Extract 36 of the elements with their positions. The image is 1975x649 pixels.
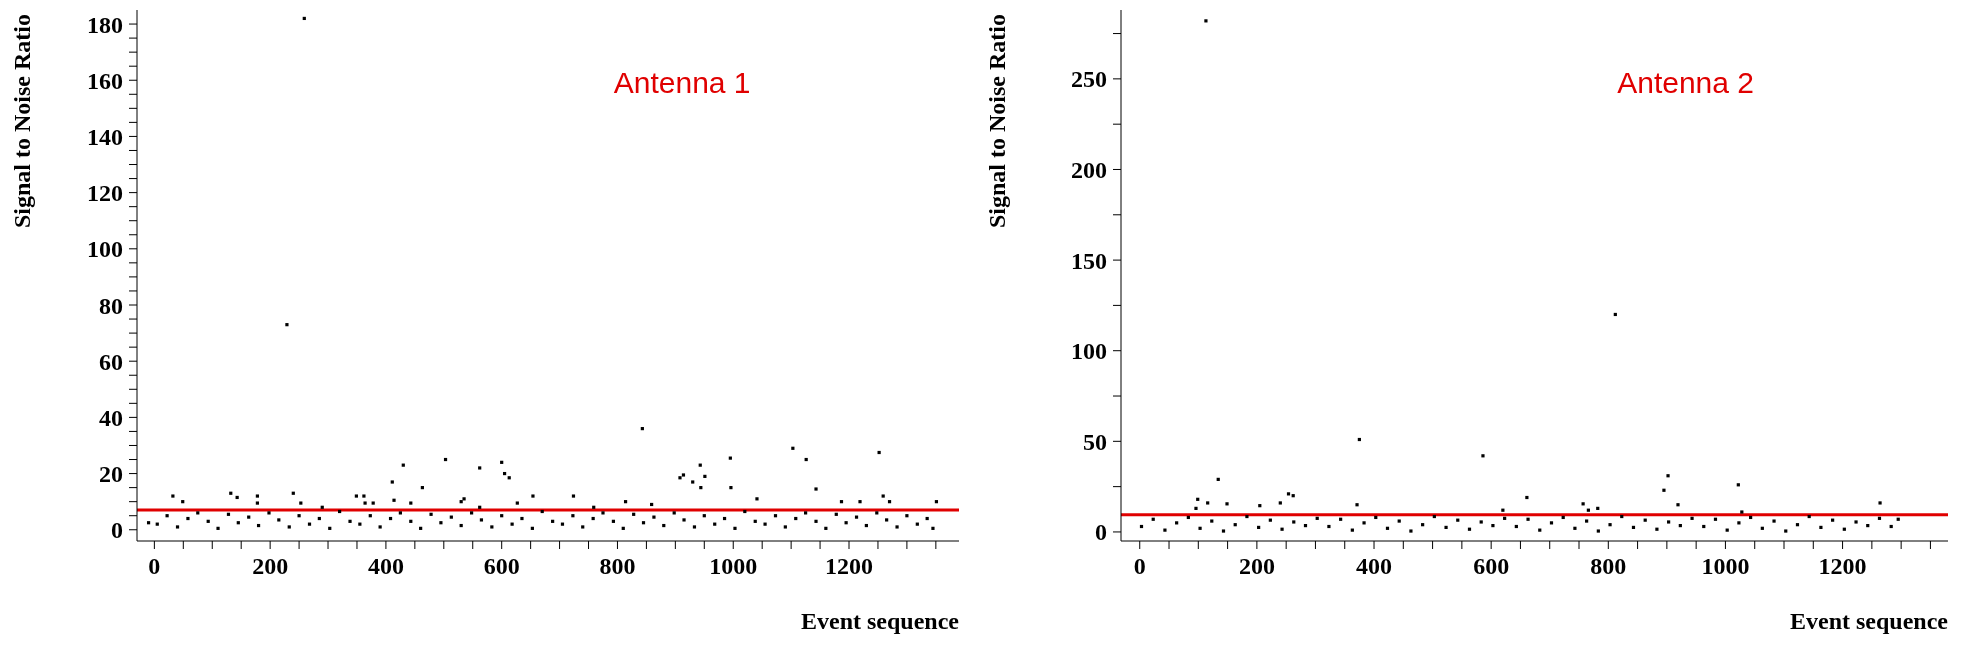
y-tick-label: 100: [87, 236, 123, 263]
x-tick-label: 200: [1238, 553, 1275, 580]
x-axis-title: Event sequence: [801, 608, 960, 634]
y-tick-label: 60: [99, 348, 123, 375]
y-tick-label: 0: [111, 517, 123, 544]
x-axis-title: Event sequence: [1790, 608, 1949, 634]
y-axis-title: Signal to Noise Ratio: [984, 14, 1010, 229]
y-tick-label: 80: [99, 292, 123, 319]
y-tick-label: 160: [87, 67, 123, 94]
x-tick-label: 1200: [825, 553, 874, 580]
x-tick-label: 200: [252, 553, 289, 580]
x-tick-label: 600: [1473, 553, 1510, 580]
x-tick-label: 400: [1356, 553, 1393, 580]
x-tick-label: 1000: [709, 553, 758, 580]
x-tick-label: 800: [1590, 553, 1627, 580]
x-tick-label: 400: [367, 553, 404, 580]
y-tick-label: 0: [1095, 519, 1107, 546]
y-tick-label: 140: [87, 123, 123, 150]
x-tick-label: 0: [148, 553, 161, 580]
x-tick-label: 800: [599, 553, 636, 580]
y-tick-label: 100: [1071, 338, 1107, 365]
annotation: Antenna 2: [1617, 66, 1754, 100]
y-axis-title: Signal to Noise Ratio: [9, 14, 35, 229]
x-tick-label: 600: [483, 553, 520, 580]
y-tick-label: 20: [99, 461, 123, 488]
y-tick-label: 150: [1071, 247, 1107, 274]
y-tick-label: 50: [1083, 428, 1107, 455]
y-tick-label: 180: [87, 11, 123, 38]
y-tick-label: 250: [1071, 66, 1107, 93]
y-tick-label: 40: [99, 404, 123, 431]
annotation: Antenna 1: [613, 66, 751, 100]
y-tick-label: 200: [1071, 157, 1107, 183]
x-tick-label: 0: [1133, 553, 1146, 580]
y-tick-label: 120: [87, 180, 123, 207]
x-tick-label: 1000: [1701, 553, 1750, 580]
x-tick-label: 1200: [1818, 553, 1867, 580]
